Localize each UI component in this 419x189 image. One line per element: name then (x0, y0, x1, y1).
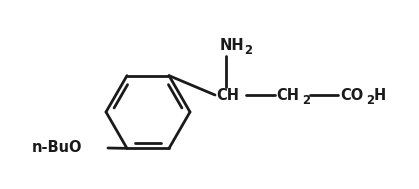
Text: H: H (374, 88, 386, 102)
Text: 2: 2 (366, 94, 374, 106)
Text: NH: NH (220, 38, 245, 53)
Text: 2: 2 (302, 94, 310, 106)
Text: CH: CH (276, 88, 299, 102)
Text: CO: CO (340, 88, 363, 102)
Text: 2: 2 (244, 44, 252, 57)
Text: CH: CH (216, 88, 239, 102)
Text: n-BuO: n-BuO (32, 140, 83, 156)
